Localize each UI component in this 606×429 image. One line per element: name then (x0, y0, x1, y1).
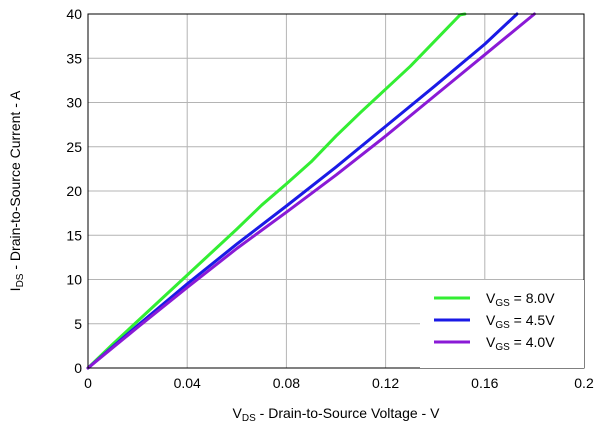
x-axis-label: VDS - Drain-to-Source Voltage - V (233, 405, 441, 424)
y-tick-label: 30 (66, 95, 82, 111)
y-axis-label: IDS - Drain-to-Source Current - A (7, 90, 26, 291)
legend-background (420, 280, 584, 368)
y-tick-label: 5 (74, 316, 82, 332)
y-tick-label: 25 (66, 139, 82, 155)
legend: VGS = 8.0V VGS = 4.5V VGS = 4.0V (420, 280, 584, 368)
x-tick-label: 0.04 (174, 375, 201, 391)
y-tick-label: 0 (74, 360, 82, 376)
x-tick-label: 0.08 (273, 375, 300, 391)
x-tick-label: 0.2 (574, 375, 594, 391)
y-tick-labels: 0 5 10 15 20 25 30 35 40 (66, 6, 82, 376)
legend-entry: VGS = 4.0V (486, 334, 555, 353)
legend-entry: VGS = 8.0V (486, 290, 555, 309)
x-tick-label: 0.16 (471, 375, 498, 391)
series-group (86, 12, 536, 370)
legend-entry: VGS = 4.5V (486, 312, 555, 331)
plot-frame (87, 13, 585, 369)
y-tick-label: 20 (66, 183, 82, 199)
y-tick-label: 40 (66, 6, 82, 22)
series-line-3 (86, 12, 536, 370)
x-tick-label: 0.12 (372, 375, 399, 391)
x-tick-labels: 0 0.04 0.08 0.12 0.16 0.2 (84, 375, 594, 391)
y-tick-label: 15 (66, 227, 82, 243)
y-tick-label: 10 (66, 272, 82, 288)
x-tick-label: 0 (84, 375, 92, 391)
grid (88, 14, 584, 368)
series-line-2 (86, 12, 519, 370)
series-line-1 (86, 12, 467, 370)
y-tick-label: 35 (66, 50, 82, 66)
